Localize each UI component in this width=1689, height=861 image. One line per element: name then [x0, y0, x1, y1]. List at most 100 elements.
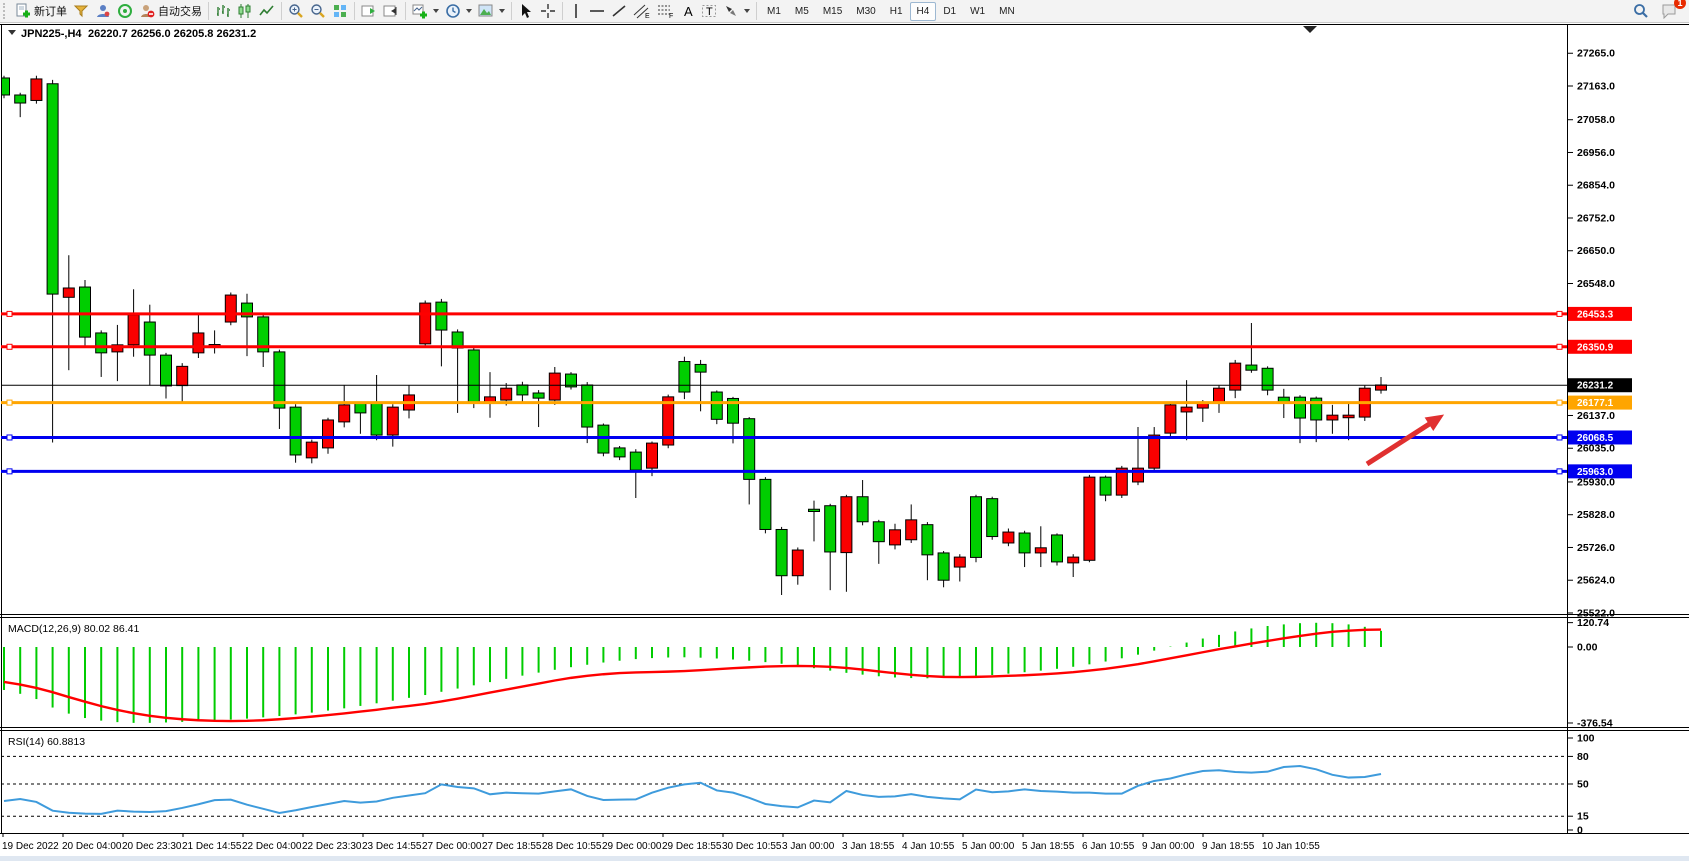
text-tool-icon: A — [681, 3, 695, 19]
horizontal-lines-layer[interactable] — [1, 310, 1567, 475]
shift-marker-icon[interactable] — [1303, 26, 1317, 33]
chevron-down-icon — [499, 9, 505, 13]
svg-text:26035.0: 26035.0 — [1577, 443, 1615, 455]
toolbar-separator — [756, 2, 757, 20]
search-button[interactable] — [1630, 1, 1652, 21]
time-axis-label: 20 Dec 04:00 — [62, 841, 122, 852]
bar-chart-button[interactable] — [212, 1, 234, 21]
svg-text:26068.5: 26068.5 — [1577, 433, 1614, 444]
price-badge — [1568, 395, 1632, 410]
indicators-button[interactable] — [70, 1, 92, 21]
notification-count-badge: 1 — [1674, 0, 1686, 9]
trendline-icon — [611, 3, 627, 19]
time-axis-label: 20 Dec 23:30 — [122, 841, 182, 852]
timeframe-d1-button[interactable]: D1 — [943, 5, 957, 17]
cursor-arrow-icon — [518, 3, 534, 19]
toolbar-separator — [354, 2, 355, 20]
fibonacci-tool-button[interactable]: F — [654, 1, 678, 21]
timeframe-m5-button[interactable]: M5 — [794, 5, 809, 17]
zoom-in-button[interactable] — [285, 1, 307, 21]
templates-button[interactable] — [475, 1, 508, 21]
person-icon — [95, 3, 111, 19]
time-axis-label: 10 Jan 10:55 — [1262, 841, 1320, 852]
new-chart-icon — [412, 3, 428, 19]
notifications-button[interactable]: 1 — [1658, 0, 1686, 21]
zoom-in-icon — [288, 3, 304, 19]
auto-trading-icon — [139, 3, 155, 19]
time-axis-label: 4 Jan 10:55 — [902, 841, 955, 852]
svg-text:25963.0: 25963.0 — [1577, 467, 1614, 478]
main-toolbar: 新订单 自动交易 E F A T M1 M5 M15 M30 H1 H4 D1 — [0, 0, 1689, 23]
periods-button[interactable] — [442, 1, 475, 21]
svg-text:26650.0: 26650.0 — [1577, 245, 1615, 257]
time-axis[interactable]: 19 Dec 2022 20 Dec 04:00 20 Dec 23:30 21 De… — [2, 833, 1320, 852]
vertical-line-tool-button[interactable] — [566, 1, 586, 21]
chart-shift-button[interactable] — [380, 1, 402, 21]
svg-text:25726.0: 25726.0 — [1577, 542, 1615, 554]
timeframe-m30-button[interactable]: M30 — [856, 5, 876, 17]
toolbar-grip — [3, 3, 9, 19]
new-order-icon — [15, 3, 31, 19]
cursor-tool-button[interactable] — [515, 1, 537, 21]
time-axis-label: 29 Dec 18:55 — [662, 841, 722, 852]
macd-pane — [3, 622, 1382, 723]
time-axis-label: 21 Dec 14:55 — [182, 841, 242, 852]
svg-text:26177.1: 26177.1 — [1577, 398, 1614, 409]
template-image-icon — [478, 3, 494, 19]
time-axis-label: 5 Jan 18:55 — [1022, 841, 1075, 852]
timeframe-w1-button[interactable]: W1 — [970, 5, 986, 17]
svg-text:25624.0: 25624.0 — [1577, 575, 1615, 587]
time-axis-label: 19 Dec 2022 — [2, 841, 59, 852]
chart-dropdown-icon[interactable] — [8, 30, 16, 35]
time-axis-label: 9 Jan 18:55 — [1202, 841, 1255, 852]
time-axis-label: 29 Dec 00:00 — [602, 841, 662, 852]
toolbar-separator — [208, 2, 209, 20]
auto-trading-button[interactable]: 自动交易 — [136, 1, 205, 21]
search-icon — [1633, 3, 1649, 19]
svg-text:50: 50 — [1577, 779, 1589, 791]
toolbar-separator — [511, 2, 512, 20]
zoom-out-icon — [310, 3, 326, 19]
signal-icon — [117, 3, 133, 19]
signals-button[interactable] — [114, 1, 136, 21]
price-axis[interactable]: 26453.3 26350.9 26231.2 26177.1 26068.5 25963… — [1567, 48, 1632, 837]
channel-tool-button[interactable]: E — [630, 1, 654, 21]
time-axis-label: 27 Dec 00:00 — [422, 841, 482, 852]
timeframe-m15-button[interactable]: M15 — [822, 5, 843, 17]
arrows-tool-button[interactable] — [720, 1, 753, 21]
svg-text:15: 15 — [1577, 811, 1589, 823]
line-chart-button[interactable] — [256, 1, 278, 21]
vertical-line-icon — [569, 3, 583, 19]
chevron-down-icon — [744, 9, 750, 13]
time-axis-label: 27 Dec 18:55 — [482, 841, 542, 852]
time-axis-label: 22 Dec 23:30 — [302, 841, 362, 852]
timeframe-mn-button[interactable]: MN — [999, 5, 1015, 17]
svg-text:26956.0: 26956.0 — [1577, 147, 1615, 159]
timeframe-m1-button[interactable]: M1 — [767, 5, 781, 17]
horizontal-line-icon — [589, 3, 605, 19]
timeframe-h4-button[interactable]: H4 — [909, 1, 937, 21]
zoom-out-button[interactable] — [307, 1, 329, 21]
horizontal-line-tool-button[interactable] — [586, 1, 608, 21]
new-order-button[interactable]: 新订单 — [12, 1, 70, 21]
new-chart-button[interactable] — [409, 1, 442, 21]
market-watch-button[interactable] — [92, 1, 114, 21]
time-axis-label: 30 Dec 10:55 — [722, 841, 782, 852]
timeframe-h1-button[interactable]: H1 — [889, 5, 903, 17]
chart-shift-icon — [383, 3, 399, 19]
candles-layer — [2, 75, 1387, 595]
svg-text:0.00: 0.00 — [1577, 642, 1598, 654]
trendline-tool-button[interactable] — [608, 1, 630, 21]
trend-arrow-annotation[interactable] — [1365, 418, 1436, 467]
auto-scroll-button[interactable] — [358, 1, 380, 21]
text-tool-button[interactable]: A — [678, 1, 698, 21]
svg-text:26231.2: 26231.2 — [1577, 381, 1614, 392]
svg-text:27058.0: 27058.0 — [1577, 114, 1615, 126]
chart-title-symbol: JPN225-,H4 — [21, 28, 82, 40]
crosshair-tool-button[interactable] — [537, 1, 559, 21]
fibonacci-icon: F — [657, 3, 675, 19]
label-tool-button[interactable]: T — [698, 1, 720, 21]
candlestick-chart-button[interactable] — [234, 1, 256, 21]
tile-windows-button[interactable] — [329, 1, 351, 21]
